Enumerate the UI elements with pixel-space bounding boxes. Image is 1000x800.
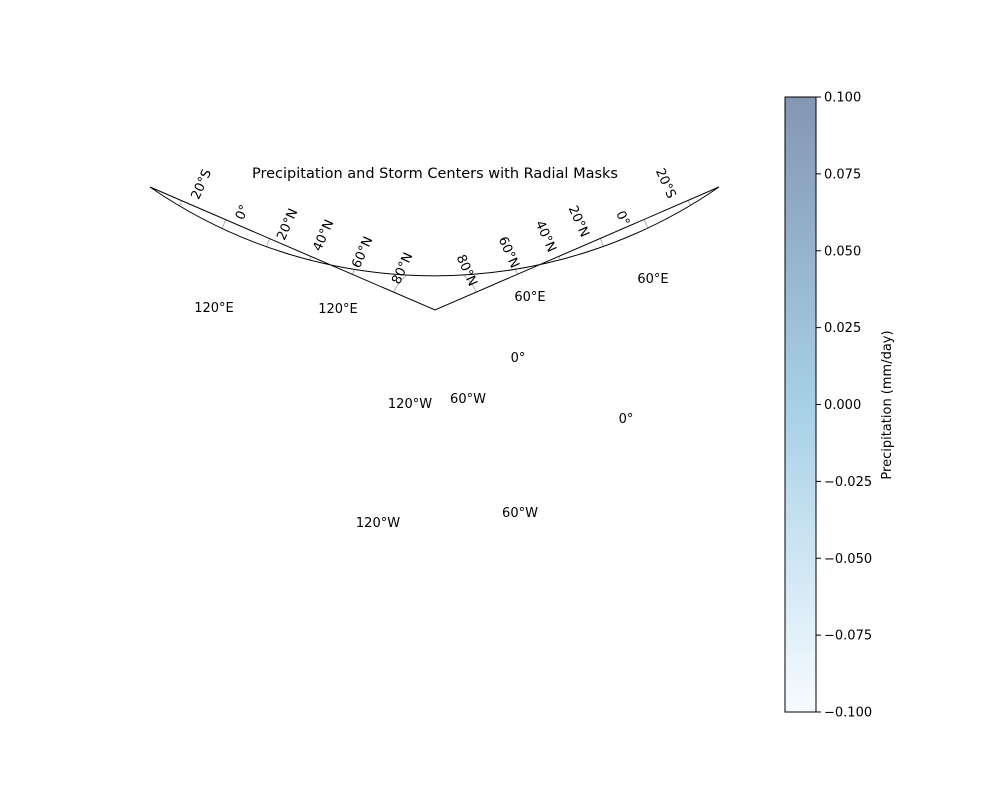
colorbar-tick-label: −0.050	[824, 552, 872, 567]
longitude-gridlines	[150, 265, 719, 310]
map-panel: 20°S 0° 20°N 40°N 60°N 80°N 80°N 60°N 40…	[149, 166, 720, 531]
colorbar: 0.100 0.075 0.050 0.025 0.000 −0.025 −0.050 −0.…	[784, 91, 895, 721]
colorbar-tick-label: 0.025	[824, 321, 861, 336]
lat-label: 40°N	[310, 218, 337, 254]
colorbar-ticks: 0.100 0.075 0.050 0.025 0.000 −0.025 −0.050 −0.…	[816, 91, 872, 721]
colorbar-tick-label: −0.025	[824, 475, 872, 490]
lat-label: 20°N	[565, 204, 592, 240]
colorbar-tick-label: 0.050	[824, 244, 861, 259]
longitude-labels: 120°E 120°E 60°E 60°E 0° 0° 120°W 60°W 1…	[194, 272, 668, 531]
colorbar-label: Precipitation (mm/day)	[880, 330, 895, 479]
lon-label: 0°	[511, 351, 526, 366]
storm-center-marker	[465, 491, 475, 501]
storm-center	[461, 487, 479, 505]
lon-label: 120°E	[194, 301, 234, 316]
lat-label: 20°S	[189, 167, 215, 202]
lon-label: 120°E	[318, 302, 358, 317]
lon-label: 60°E	[514, 290, 545, 305]
lon-label: 0°	[619, 412, 634, 427]
lon-label: 60°W	[450, 392, 486, 407]
colorbar-tick-label: −0.100	[824, 706, 872, 721]
precipitation-patch	[422, 456, 434, 478]
lon-label: 120°W	[356, 516, 400, 531]
lon-label: 120°W	[388, 397, 432, 412]
map-boundary	[149, 186, 720, 311]
colorbar-tick-label: 0.075	[824, 167, 861, 182]
storm-radial-mask	[461, 487, 479, 505]
lat-label: 60°N	[349, 235, 376, 271]
top-right-lat-labels: 80°N 60°N 40°N 20°N 0° 20°S	[453, 166, 679, 288]
colorbar-gradient	[784, 96, 817, 713]
colorbar-tick-label: 0.000	[824, 398, 861, 413]
chart-title: Precipitation and Storm Centers with Rad…	[252, 166, 618, 182]
lat-label: 40°N	[532, 219, 559, 255]
lat-label: 80°N	[389, 251, 416, 287]
lat-label: 80°N	[453, 253, 480, 289]
lon-label: 60°W	[502, 506, 538, 521]
colorbar-tick-label: 0.100	[824, 91, 861, 106]
lon-label: 60°E	[637, 272, 668, 287]
lat-label: 0°	[612, 209, 632, 229]
lat-label: 20°N	[274, 207, 301, 243]
colorbar-tick-label: −0.075	[824, 629, 872, 644]
lat-label: 20°S	[652, 166, 678, 201]
lat-label: 60°N	[495, 235, 522, 271]
lat-label: 0°	[233, 203, 253, 223]
